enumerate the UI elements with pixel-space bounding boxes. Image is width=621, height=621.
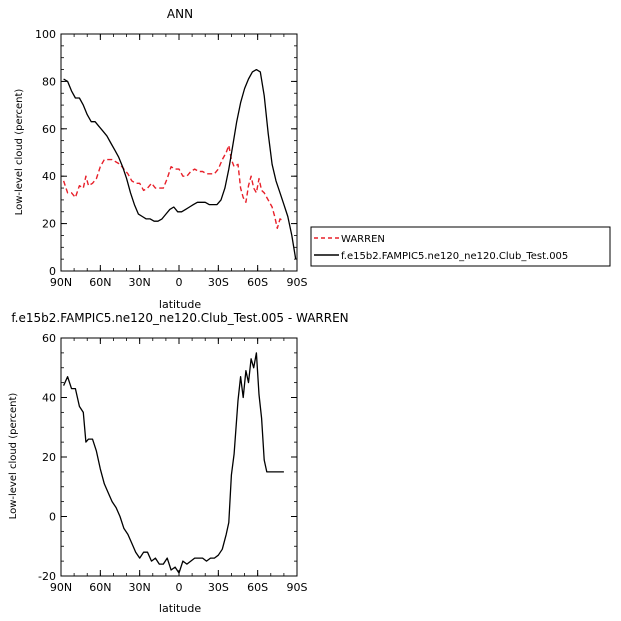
bottom-x-tick-label: 30S — [208, 581, 229, 594]
top-y-tick-label: 40 — [42, 170, 56, 183]
top-plot-frame — [60, 33, 298, 272]
bottom-x-tick-label: 30N — [129, 581, 151, 594]
bottom-x-tick-label: 0 — [176, 581, 183, 594]
top-y-tick-label: 20 — [42, 218, 56, 231]
legend-box — [310, 226, 611, 267]
top-series-line-model — [63, 68, 297, 260]
top-x-tick-label: 90N — [50, 276, 72, 289]
top-x-tick-label: 90S — [287, 276, 308, 289]
legend-label-model: f.e15b2.FAMPIC5.ne120_ne120.Club_Test.00… — [341, 251, 568, 262]
top-y-tick-label: 60 — [42, 123, 56, 136]
top-series-line-warren — [62, 144, 285, 230]
top-y-tick-label: 100 — [35, 28, 56, 41]
top-x-axis-label: latitude — [159, 298, 201, 311]
bottom-series-line-model — [63, 352, 284, 574]
bottom-x-tick-label: 60S — [247, 581, 268, 594]
bottom-y-tick-label: -20 — [38, 570, 56, 583]
bottom-y-axis-label: Low-level cloud (percent) — [8, 393, 19, 520]
bottom-x-tick-label: 90S — [287, 581, 308, 594]
bottom-x-tick-label: 60N — [89, 581, 111, 594]
bottom-plot-series — [63, 352, 284, 574]
top-x-tick-label: 30N — [129, 276, 151, 289]
top-x-tick-label: 30S — [208, 276, 229, 289]
bottom-x-tick-label: 90N — [50, 581, 72, 594]
bottom-y-tick-label: 0 — [49, 511, 56, 524]
top-axis-ticks: 90N 60N 30N 0 30S 60S 90S 0 20 40 60 80 100 — [35, 28, 308, 289]
bottom-x-axis-label: latitude — [159, 602, 201, 615]
top-panel-title: ANN — [167, 7, 193, 21]
bottom-y-tick-label: 60 — [42, 332, 56, 345]
top-plot-series — [62, 68, 297, 260]
top-y-tick-label: 80 — [42, 75, 56, 88]
top-x-tick-label: 60N — [89, 276, 111, 289]
top-y-axis-label: Low-level cloud (percent) — [14, 89, 25, 216]
bottom-panel-title: f.e15b2.FAMPIC5.ne120_ne120.Club_Test.00… — [11, 311, 348, 325]
top-y-tick-label: 0 — [49, 265, 56, 278]
legend-label-warren: WARREN — [341, 234, 385, 245]
top-panel: ANN 90N 60N 30N 0 30S 60S 90S 0 20 40 60 80 100 lati… — [14, 7, 308, 311]
top-x-tick-label: 60S — [247, 276, 268, 289]
bottom-plot-frame — [60, 337, 298, 577]
bottom-y-tick-label: 20 — [42, 451, 56, 464]
legend: WARREN f.e15b2.FAMPIC5.ne120_ne120.Club_… — [310, 226, 611, 267]
bottom-panel: f.e15b2.FAMPIC5.ne120_ne120.Club_Test.00… — [8, 311, 349, 615]
top-x-tick-label: 0 — [176, 276, 183, 289]
bottom-axis-ticks: 90N 60N 30N 0 30S 60S 90S -20 0 20 40 60 — [38, 332, 307, 594]
bottom-y-tick-label: 40 — [42, 392, 56, 405]
